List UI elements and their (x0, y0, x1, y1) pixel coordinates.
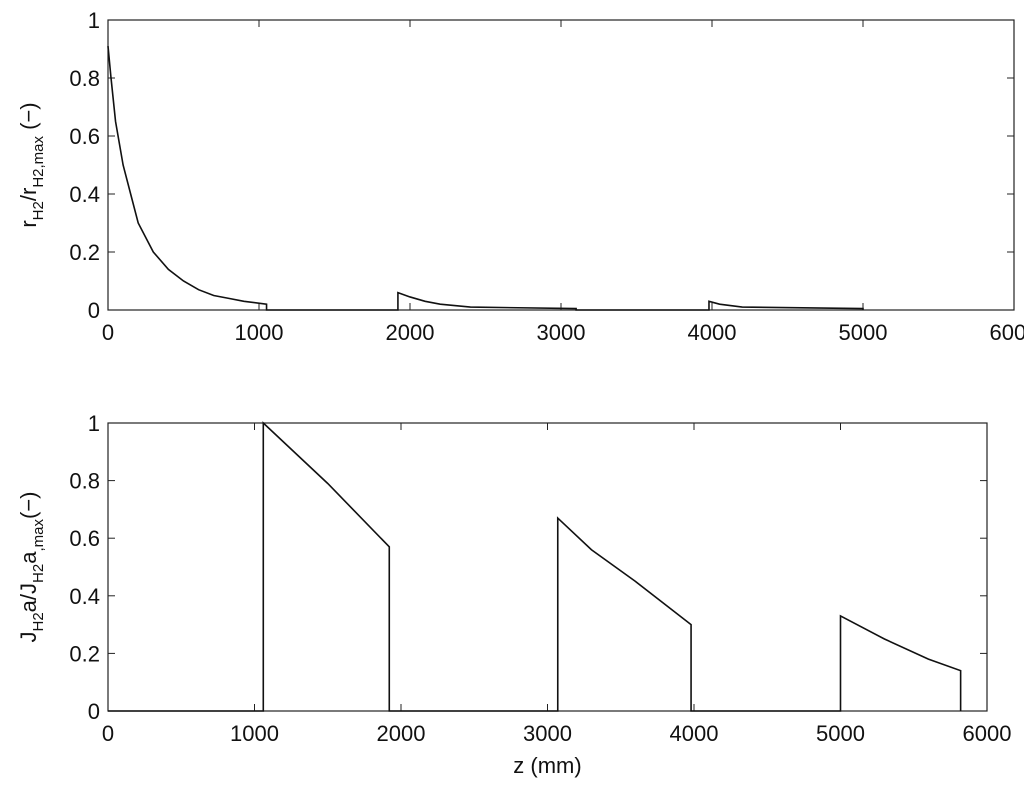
y-tick-label: 0.6 (69, 124, 100, 149)
y-axis-label-part: a (16, 551, 41, 564)
y-axis-label-part: (−) (16, 492, 41, 520)
y-tick-label: 0 (88, 699, 100, 724)
x-tick-label: 4000 (670, 721, 719, 746)
y-axis-label: JH2a/JH2a,max(−) (16, 492, 47, 643)
y-axis-label-part: a/J (16, 583, 41, 612)
x-tick-label: 0 (102, 721, 114, 746)
y-tick-label: 0.4 (69, 584, 100, 609)
x-tick-label: 5000 (816, 721, 865, 746)
y-axis-label-part: r (16, 220, 41, 227)
x-tick-label: 1000 (230, 721, 279, 746)
y-axis-label-part: H2 (30, 612, 47, 631)
plot-frame (107, 422, 988, 712)
y-axis-label-part: H2 (30, 564, 47, 583)
x-tick-label: 5000 (839, 320, 888, 345)
y-axis-label: rH2/rH2,max (−) (16, 102, 47, 227)
x-tick-label: 0 (102, 320, 114, 345)
y-tick-label: 0.8 (69, 469, 100, 494)
y-axis-label-part: /r (16, 188, 41, 201)
y-tick-label: 0.6 (69, 526, 100, 551)
x-tick-label: 6000 (963, 721, 1012, 746)
y-axis-label-part: J (16, 632, 41, 643)
x-tick-label: 2000 (377, 721, 426, 746)
x-tick-label: 2000 (386, 320, 435, 345)
y-tick-label: 1 (88, 8, 100, 33)
y-tick-label: 0.2 (69, 641, 100, 666)
data-line (107, 46, 864, 311)
plot-frame (107, 19, 1015, 311)
y-axis-label-part: (−) (16, 102, 41, 136)
x-tick-label: 3000 (523, 721, 572, 746)
x-tick-label: 1000 (235, 320, 284, 345)
y-axis-label-part: H2,max (30, 135, 47, 187)
y-tick-label: 1 (88, 411, 100, 436)
y-tick-label: 0.2 (69, 240, 100, 265)
x-tick-label: 3000 (537, 320, 586, 345)
y-tick-label: 0.4 (69, 182, 100, 207)
data-line (108, 421, 962, 712)
x-tick-label: 4000 (688, 320, 737, 345)
x-tick-label: 6000 (990, 320, 1024, 345)
y-tick-label: 0 (88, 298, 100, 323)
y-axis-label-part: ,max (30, 519, 47, 552)
y-axis-label-part: H2 (30, 201, 47, 220)
y-tick-label: 0.8 (69, 66, 100, 91)
x-axis-label: z (mm) (513, 753, 581, 778)
